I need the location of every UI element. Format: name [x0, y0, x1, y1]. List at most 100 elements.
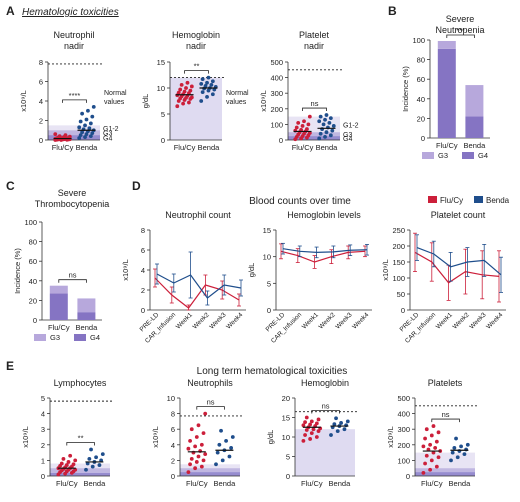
A1-point-1-18 [86, 108, 90, 113]
E4-point-0-4 [429, 458, 434, 463]
E4-point-0-10 [433, 446, 438, 450]
A3-point-1-13 [328, 116, 333, 121]
legend-swatch-flu [428, 196, 437, 203]
A1-band-label-1: G3 [103, 131, 112, 138]
A3-ytick-label-5: 500 [270, 58, 283, 67]
A3-point-1-14 [318, 114, 323, 119]
A1-point-1-3 [78, 133, 83, 138]
A3-band-label-2: G4 [343, 136, 352, 143]
A3-point-1-15 [324, 113, 329, 117]
A3-point-1-5 [330, 128, 335, 133]
A3-point-0-15 [300, 124, 305, 128]
A1-point-1-19 [91, 104, 96, 109]
E1-ytick-label-5: 5 [41, 394, 45, 403]
A1-point-1-15 [84, 117, 89, 122]
A1-point-1-14 [78, 119, 83, 124]
D2-xlabel-2: Week1 [301, 311, 320, 330]
E4-point-0-13 [434, 439, 439, 444]
B-ytick-label-5: 100 [412, 36, 425, 45]
D3-title: Platelet count [431, 210, 486, 220]
A2-ylabel: g/dL [141, 94, 150, 109]
A3-point-0-8 [307, 131, 312, 135]
A2-point-1-13 [210, 79, 215, 84]
D1-xlabel-2: Week1 [175, 311, 194, 330]
B-sig-label: *** [456, 26, 465, 35]
E3-point-0-16 [316, 417, 321, 422]
blood-counts-heading: Blood counts over time [249, 196, 351, 207]
A1-ytick-label-0: 0 [39, 136, 43, 145]
E4-point-0-12 [428, 442, 433, 447]
panel-label-e: E [6, 359, 14, 373]
A1-band-label-2: G4 [103, 136, 112, 143]
E1-point-1-7 [94, 455, 98, 460]
A3-ytick-label-0: 0 [279, 136, 283, 145]
C-legend-label-g3: G3 [50, 333, 60, 342]
E4-xlabel-0: Flu/Cy [421, 479, 443, 488]
E3-point-0-5 [316, 429, 321, 434]
E1-ytick-label-3: 3 [41, 425, 45, 434]
E4-band-1 [415, 468, 475, 473]
A3-point-0-16 [306, 122, 311, 127]
E3-point-0-6 [304, 428, 309, 432]
A3-band-label-1: G3 [343, 132, 352, 139]
D3-ytick-label-3: 150 [392, 258, 405, 267]
B-legend-label-g3: G3 [438, 151, 448, 160]
E3-point-1-9 [334, 416, 338, 421]
B-legend-label-g4: G4 [478, 151, 488, 160]
A1-point-1-6 [80, 130, 85, 135]
A1-point-1-2 [88, 134, 93, 139]
A1-title: Neutrophil [53, 30, 94, 40]
E4-ytick-label-5: 500 [397, 394, 410, 403]
E3-ytick-label-1: 5 [286, 453, 290, 462]
A2-point-0-1 [181, 101, 186, 106]
D1-ytick-label-0: 0 [141, 306, 145, 315]
E1-ylabel: x10⁹/L [21, 426, 30, 448]
A1-xlabel-1: Benda [76, 143, 99, 152]
E2-point-1-0 [214, 462, 218, 467]
B-title-line2: Neutropenia [435, 25, 484, 35]
E1-ytick-label-1: 1 [41, 456, 45, 465]
A3-point-0-14 [294, 125, 299, 130]
A2-ytick-label-0: 0 [161, 136, 165, 145]
A1-sig-label: **** [69, 91, 81, 100]
E4-point-1-1 [455, 455, 460, 460]
A3-ytick-label-3: 300 [270, 89, 283, 98]
C-bar-0-G4 [49, 293, 68, 320]
E4-ytick-label-0: 0 [406, 472, 410, 481]
A1-ytick-label-3: 6 [39, 78, 43, 87]
A1-point-1-12 [83, 123, 87, 128]
C-legend-swatch-g3 [34, 334, 46, 341]
A3-ylabel: x10⁹/L [259, 90, 268, 112]
D1-ytick-label-1: 2 [141, 286, 145, 295]
D1-line-0 [154, 277, 240, 309]
long-term-heading: Long term hematological toxicities [197, 366, 348, 377]
A2-ytick-label-2: 10 [157, 84, 165, 93]
D2-xlabel-3: Week2 [318, 311, 337, 330]
D1-line-1 [156, 273, 242, 299]
E4-point-0-18 [431, 424, 436, 428]
E4-ytick-label-1: 100 [397, 456, 410, 465]
E3-point-0-7 [311, 427, 316, 432]
D3-line-1 [416, 247, 502, 276]
A2-point-1-1 [205, 94, 209, 99]
A2-point-1-15 [206, 75, 211, 80]
E4-band-2 [415, 472, 475, 476]
E3-title: Hemoglobin [301, 378, 349, 388]
legend-label-benda: Benda [486, 196, 510, 205]
E4-ylabel: x10⁹/L [386, 426, 395, 448]
A1-point-0-21 [63, 133, 68, 138]
E2-title: Neutrophils [187, 378, 233, 388]
D1-title: Neutrophil count [165, 210, 231, 220]
A3-ytick-label-4: 400 [270, 74, 283, 83]
E3-ytick-label-0: 0 [286, 472, 290, 481]
A3-band-label-0: G1-2 [343, 122, 359, 129]
E3-sig-label: ns [322, 402, 330, 411]
A3-point-1-4 [324, 130, 329, 135]
E2-point-1-3 [215, 450, 220, 455]
E3-point-1-1 [335, 429, 340, 434]
E4-title: Platelets [428, 378, 463, 388]
A3-sig-label: ns [311, 99, 319, 108]
E4-point-0-1 [428, 467, 433, 472]
A2-ytick-label-3: 15 [157, 58, 165, 67]
A2-point-0-21 [185, 80, 190, 85]
